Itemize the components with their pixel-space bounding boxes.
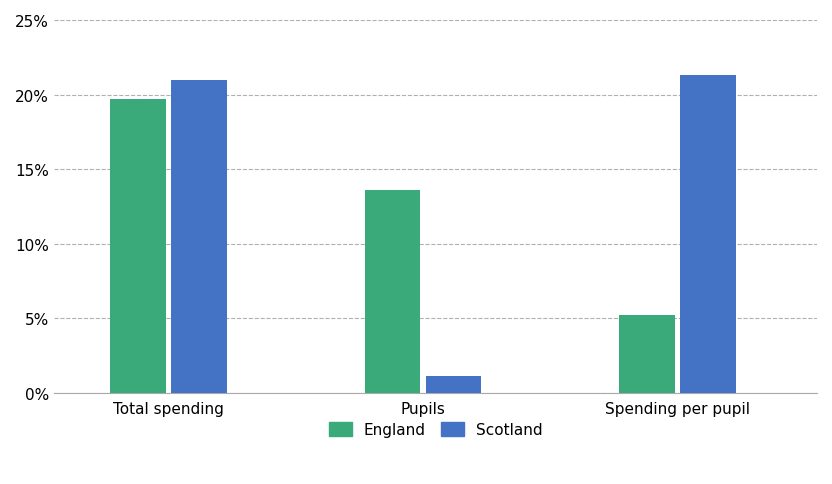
Bar	[619, 316, 675, 393]
Bar	[680, 76, 735, 393]
Bar	[111, 100, 166, 393]
Bar	[171, 80, 227, 393]
Legend: England, Scotland: England, Scotland	[321, 414, 551, 445]
Bar	[425, 377, 482, 393]
Bar	[364, 191, 420, 393]
